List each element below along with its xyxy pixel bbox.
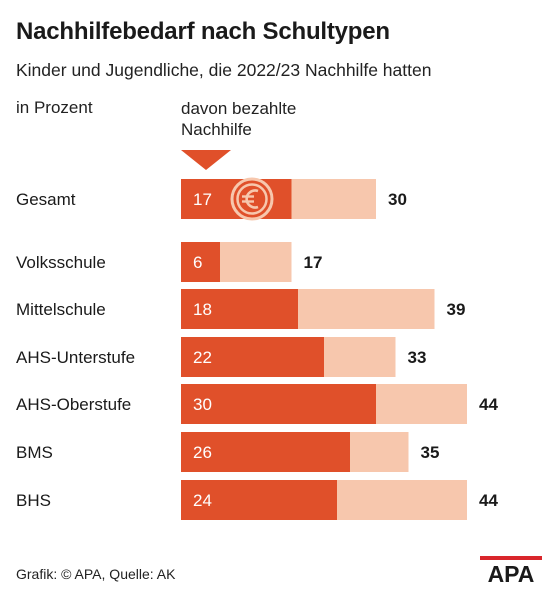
total-value-label: 44 <box>479 491 498 510</box>
total-value-label: 33 <box>408 348 427 367</box>
unit-label: in Prozent <box>16 98 93 117</box>
paid-value-label: 17 <box>193 190 212 209</box>
category-label: BMS <box>16 443 53 462</box>
chart-subtitle: Kinder und Jugendliche, die 2022/23 Nach… <box>16 60 432 80</box>
source-footer: Grafik: © APA, Quelle: AK <box>16 566 176 582</box>
total-value-label: 44 <box>479 395 498 414</box>
category-label: Mittelschule <box>16 300 106 319</box>
paid-value-label: 18 <box>193 300 212 319</box>
legend-pointer-triangle <box>181 150 231 170</box>
category-label: Gesamt <box>16 190 76 209</box>
legend-label: davon bezahlte Nachhilfe <box>181 98 321 140</box>
euro-icon <box>230 177 274 221</box>
category-label: Volksschule <box>16 253 106 272</box>
paid-value-label: 22 <box>193 348 212 367</box>
total-value-label: 35 <box>421 443 440 462</box>
category-label: BHS <box>16 491 51 510</box>
paid-bar <box>181 337 324 377</box>
legend-label-line1: davon bezahlte <box>181 99 297 118</box>
paid-bar <box>181 289 298 329</box>
paid-value-label: 6 <box>193 253 202 272</box>
total-value-label: 17 <box>304 253 323 272</box>
paid-value-label: 30 <box>193 395 212 414</box>
category-label: AHS-Unterstufe <box>16 348 135 367</box>
svg-text:APA: APA <box>488 561 535 584</box>
legend-label-line2: Nachhilfe <box>181 120 252 139</box>
category-label: AHS-Oberstufe <box>16 395 131 414</box>
chart-title: Nachhilfebedarf nach Schultypen <box>16 18 390 45</box>
total-value-label: 30 <box>388 190 407 209</box>
apa-logo: APA <box>480 556 542 584</box>
paid-bar <box>181 242 220 282</box>
paid-bar <box>181 432 350 472</box>
paid-value-label: 24 <box>193 491 212 510</box>
total-value-label: 39 <box>447 300 466 319</box>
paid-bar <box>181 384 376 424</box>
paid-bar <box>181 480 337 520</box>
paid-value-label: 26 <box>193 443 212 462</box>
